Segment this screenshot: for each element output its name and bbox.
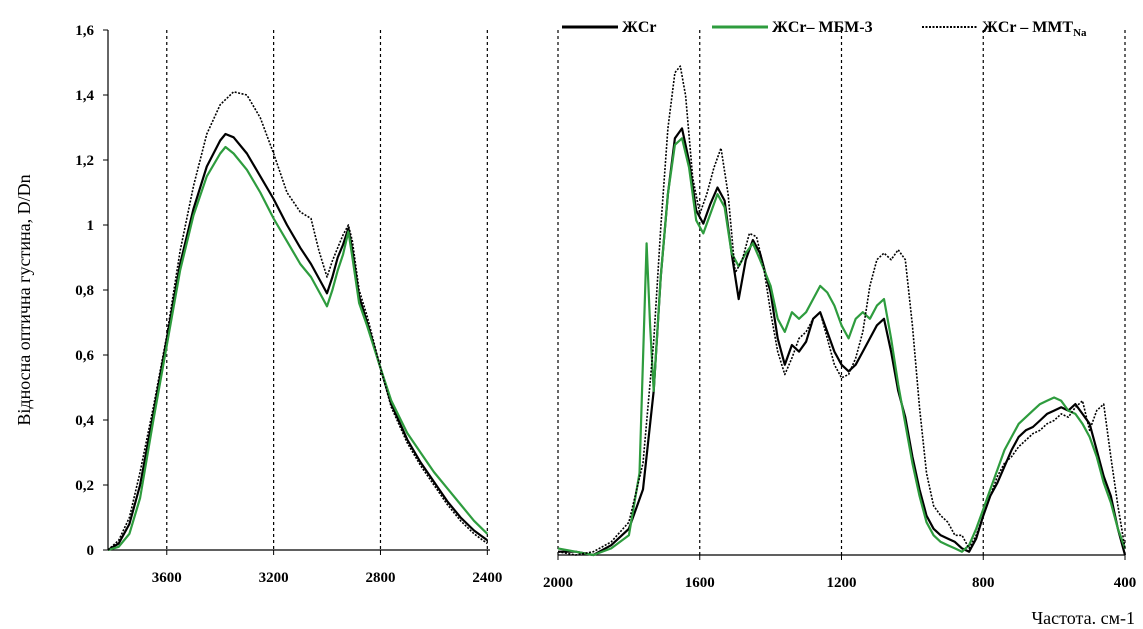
left-y-tick-label: 1,4 xyxy=(75,88,94,104)
legend-label-text: ЖCr– МБМ-3 xyxy=(772,19,873,36)
right-x-tick-label: 2000 xyxy=(543,575,573,591)
y-axis-title: Відносна оптична густина, D/Dn xyxy=(14,174,34,425)
right-x-tick-label: 1600 xyxy=(685,575,715,591)
right-series-line-zhcr xyxy=(558,127,1127,557)
left-x-tick-label: 2400 xyxy=(472,570,502,586)
left-series-line-zhcr-mbm3 xyxy=(107,145,489,552)
legend-label-text: ЖCr xyxy=(622,19,656,36)
left-y-tick-label: 1,2 xyxy=(75,153,94,169)
left-y-tick-label: 0,2 xyxy=(75,478,94,494)
right-x-tick-label: 800 xyxy=(972,575,995,591)
left-x-tick-label: 3600 xyxy=(152,570,182,586)
right-spectrum-panel: 2000 1600 1200 800 400 xyxy=(543,30,1136,591)
left-series-line-zhcr xyxy=(107,132,488,551)
left-spectrum-panel: 3600 3200 2800 2400 0 0,2 0,4 0,6 0,8 1 1,2 1,4 1,6 xyxy=(75,23,502,586)
left-y-tick-label: 1,6 xyxy=(75,23,94,39)
left-x-tick-label: 2800 xyxy=(365,570,395,586)
left-series-line-zhcr-mmtna xyxy=(107,91,488,551)
legend-label-1: ЖCr xyxy=(622,19,656,36)
right-x-tick-label: 400 xyxy=(1114,575,1137,591)
x-axis-title: Частота. см-1 xyxy=(1031,608,1135,628)
left-y-tick-label: 1 xyxy=(87,218,95,234)
left-y-tick-label: 0,6 xyxy=(75,348,94,364)
legend-label-2: ЖCr– МБМ-3 xyxy=(772,19,873,36)
legend: ЖCr ЖCr– МБМ-3 ЖCr – ММТNa xyxy=(562,19,1087,39)
legend-label-text: ЖCr – ММТ xyxy=(982,19,1073,36)
legend-label-subscript: Na xyxy=(1073,27,1087,39)
left-x-tick-label: 3200 xyxy=(259,570,289,586)
left-y-tick-label: 0,4 xyxy=(75,413,94,429)
left-y-tick-label: 0,8 xyxy=(75,283,94,299)
right-x-tick-label: 1200 xyxy=(827,575,857,591)
right-series-line-zhcr-mbm3 xyxy=(557,137,1127,557)
left-y-tick-label: 0 xyxy=(87,543,95,559)
right-series-line-zhcr-mmtna xyxy=(557,65,1126,556)
legend-label-3: ЖCr – ММТNa xyxy=(982,19,1087,39)
